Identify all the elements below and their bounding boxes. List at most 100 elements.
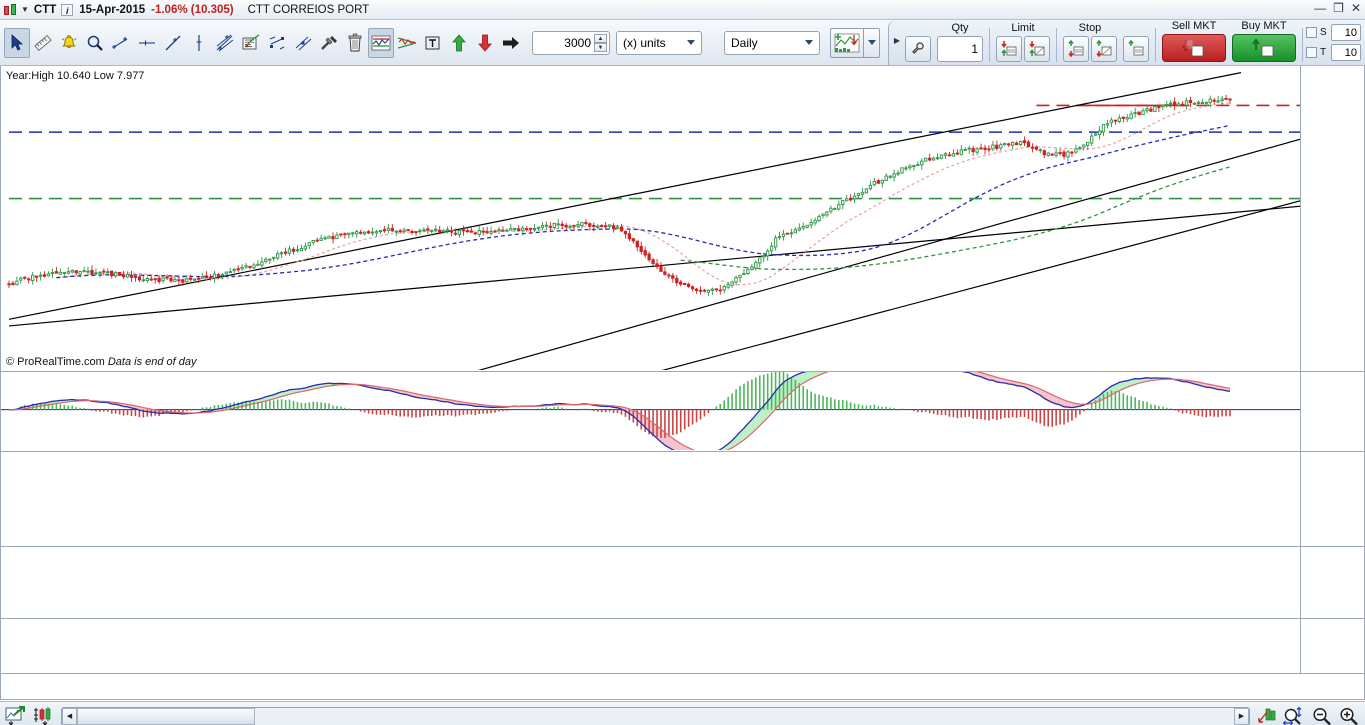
stop-sell-button[interactable]: [1091, 36, 1117, 62]
watermark-note: Data is end of day: [107, 356, 197, 368]
trade-panel: ▶ Qty 1 Limit Stop: [888, 20, 1365, 66]
chevron-down-icon[interactable]: ▼: [21, 5, 29, 14]
stop-row: S 10: [1306, 24, 1361, 41]
quote-date: 15-Apr-2015: [79, 3, 146, 16]
alarm-bell-icon[interactable]: [56, 28, 82, 58]
timeframe-label: Daily: [731, 35, 758, 50]
arrow-right-black-icon[interactable]: [498, 28, 524, 58]
stop-limit-button[interactable]: [1123, 36, 1149, 62]
buy-mkt-button[interactable]: [1232, 34, 1296, 62]
stochastic-axis[interactable]: [1300, 452, 1364, 546]
quantity-value: 3000: [564, 35, 591, 50]
zoom-in-icon[interactable]: [1337, 705, 1361, 725]
horizontal-scrollbar[interactable]: ◀ ▶: [61, 706, 1250, 725]
arrow-up-green-icon[interactable]: [446, 28, 472, 58]
macd-chart-svg: [1, 372, 1300, 451]
stochastic-plot[interactable]: [1, 452, 1300, 546]
instrument-name: CTT CORREIOS PORT: [247, 3, 370, 16]
symbol-ticker: CTT: [33, 3, 57, 16]
export-chart-icon[interactable]: [4, 705, 28, 725]
target-t-input[interactable]: 10: [1331, 44, 1361, 61]
units-select[interactable]: (x) units: [616, 30, 702, 55]
stop-checkbox[interactable]: [1306, 27, 1317, 38]
volume-pane[interactable]: [0, 619, 1365, 674]
close-button[interactable]: ✕: [1350, 1, 1361, 15]
stop-target-group: S 10 T 10: [1306, 18, 1361, 62]
target-checkbox[interactable]: [1306, 47, 1317, 58]
point-line-tool[interactable]: [108, 28, 134, 58]
tools-settings-icon[interactable]: [316, 28, 342, 58]
rsi-axis[interactable]: [1300, 547, 1364, 618]
qty-group: Qty 1: [934, 18, 986, 62]
toolbar: 3000 ▲ ▼ (x) units Daily ▶ Qty 1 Limit: [0, 20, 1365, 66]
chart-area[interactable]: Year:High 10.640 Low 7.977 © ProRealTime…: [0, 66, 1365, 701]
trade-panel-collapse[interactable]: ▶: [893, 35, 901, 45]
rsi-plot[interactable]: [1, 547, 1300, 618]
minimize-button[interactable]: —: [1314, 1, 1327, 15]
price-axis[interactable]: [1300, 66, 1364, 371]
indicator-tool[interactable]: [368, 27, 394, 58]
limit-label: Limit: [1011, 22, 1035, 34]
arrow-down-red-icon[interactable]: [472, 28, 498, 58]
parallel-points-tool[interactable]: [264, 28, 290, 58]
volume-plot[interactable]: [1, 619, 1300, 673]
wrench-group: [902, 18, 934, 62]
restore-button[interactable]: ❐: [1333, 1, 1344, 15]
scroll-left-button[interactable]: ◀: [62, 707, 77, 725]
sell-mkt-label: Sell MKT: [1171, 20, 1217, 32]
quantity-stepper[interactable]: 3000 ▲ ▼: [532, 30, 610, 55]
chevron-down-icon[interactable]: [681, 32, 701, 54]
buy-market-group: Buy MKT: [1229, 18, 1299, 62]
trend-line-tool[interactable]: [160, 28, 186, 58]
stochastic-pane[interactable]: [0, 452, 1365, 547]
date-axis[interactable]: [0, 674, 1365, 700]
limit-sell-button[interactable]: [1024, 36, 1050, 62]
magnifier-icon[interactable]: [82, 28, 108, 58]
add-indicator-icon[interactable]: [830, 27, 864, 58]
timeframe-select[interactable]: Daily: [724, 30, 820, 55]
chevron-down-icon[interactable]: [799, 32, 819, 54]
stop-s-label: S: [1320, 27, 1327, 38]
quote-change: -1.06% (10.305): [151, 3, 234, 16]
trade-settings-icon[interactable]: [905, 36, 931, 62]
rsi-pane[interactable]: [0, 547, 1365, 619]
window-controls: — ❐ ✕: [1314, 2, 1361, 14]
sell-mkt-button[interactable]: [1162, 34, 1226, 62]
zoom-fit-icon[interactable]: [1283, 705, 1307, 725]
parallel-channel-tool[interactable]: [290, 28, 316, 58]
add-indicator-button[interactable]: [830, 27, 880, 58]
qty-input[interactable]: 1: [937, 36, 983, 62]
macd-axis[interactable]: [1300, 372, 1364, 451]
vertical-line-tool[interactable]: [186, 28, 212, 58]
trash-icon[interactable]: [342, 28, 368, 58]
scroll-thumb[interactable]: [77, 707, 255, 725]
price-plot[interactable]: [1, 66, 1300, 371]
pattern-tool[interactable]: [394, 28, 420, 58]
chart-info-text: Year:High 10.640 Low 7.977: [6, 70, 145, 82]
annotation-tool[interactable]: [238, 28, 264, 58]
sell-market-group: Sell MKT: [1159, 18, 1229, 62]
quantity-spinner[interactable]: ▲ ▼: [594, 33, 607, 52]
autoscale-icon[interactable]: [1256, 705, 1280, 725]
volume-axis[interactable]: [1300, 619, 1364, 673]
macd-pane[interactable]: [0, 372, 1365, 452]
title-bar: ▼ CTT i 15-Apr-2015 -1.06% (10.305) CTT …: [0, 0, 1365, 20]
text-tool[interactable]: [420, 28, 446, 58]
info-icon[interactable]: i: [61, 3, 74, 16]
volume-chart-svg: [1, 619, 1300, 672]
ruler-tool[interactable]: [30, 28, 56, 58]
chart-type-selector-icon[interactable]: [31, 705, 55, 725]
fan-lines-tool[interactable]: [212, 28, 238, 58]
macd-plot[interactable]: [1, 372, 1300, 451]
chevron-down-icon[interactable]: [864, 27, 880, 58]
price-pane[interactable]: Year:High 10.640 Low 7.977 © ProRealTime…: [0, 66, 1365, 372]
scroll-right-button[interactable]: ▶: [1234, 707, 1249, 725]
limit-buy-button[interactable]: [996, 36, 1022, 62]
zoom-out-icon[interactable]: [1310, 705, 1334, 725]
chart-type-icon[interactable]: [3, 3, 18, 17]
cursor-tool[interactable]: [4, 27, 30, 58]
horizontal-line-tool[interactable]: [134, 28, 160, 58]
watermark: © ProRealTime.com Data is end of day: [6, 356, 197, 368]
stop-buy-button[interactable]: [1063, 36, 1089, 62]
stop-s-input[interactable]: 10: [1331, 24, 1361, 41]
